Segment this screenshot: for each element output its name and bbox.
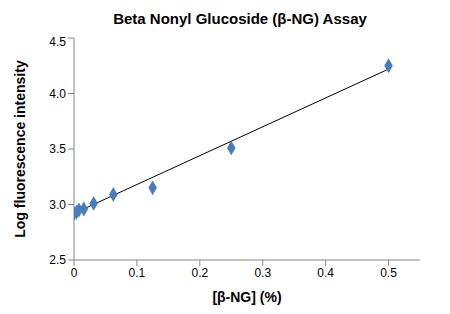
svg-text:0.1: 0.1 <box>129 266 146 280</box>
svg-text:[β-NG] (%): [β-NG] (%) <box>212 289 281 305</box>
svg-text:2.5: 2.5 <box>49 253 66 267</box>
svg-text:0.2: 0.2 <box>191 266 208 280</box>
svg-text:4.0: 4.0 <box>49 87 66 101</box>
svg-text:3.5: 3.5 <box>49 142 66 156</box>
svg-text:0.4: 0.4 <box>317 266 334 280</box>
svg-text:4.5: 4.5 <box>49 35 66 49</box>
svg-text:0: 0 <box>71 266 78 280</box>
svg-text:0.3: 0.3 <box>254 266 271 280</box>
svg-text:3.0: 3.0 <box>49 198 66 212</box>
svg-text:0.5: 0.5 <box>380 266 397 280</box>
svg-text:Log fluorescence intensity: Log fluorescence intensity <box>12 60 28 238</box>
html-text:Beta Nonyl Glucoside (β-NG) As: Beta Nonyl Glucoside (β-NG) Assay <box>113 10 367 27</box>
